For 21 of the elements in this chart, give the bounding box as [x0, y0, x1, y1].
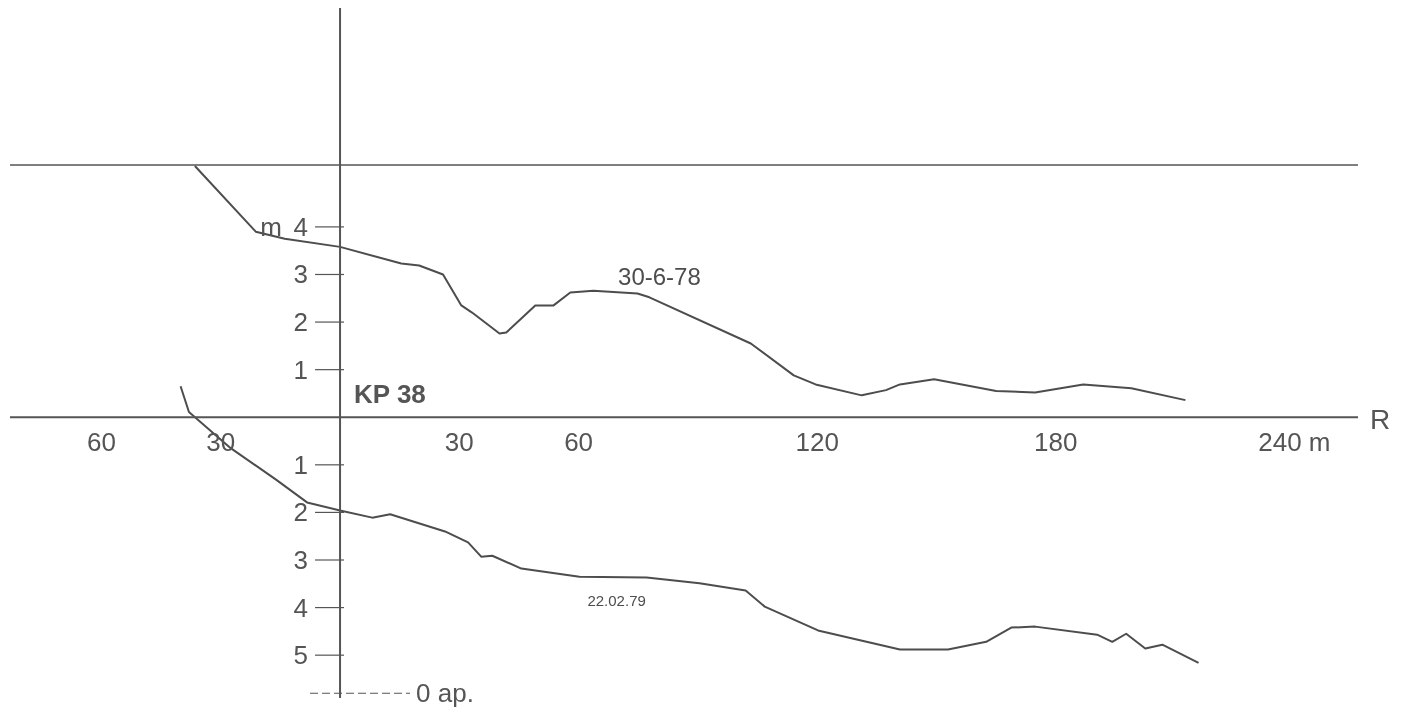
y-tick-label: 2 [293, 497, 309, 528]
y-tick-label: 3 [293, 545, 309, 575]
x-tick-label: 120 [795, 427, 839, 458]
series-label: 22.02.79 [587, 591, 646, 609]
y-axis-title: m [260, 211, 283, 242]
x-tick-label: 240 m [1258, 427, 1331, 458]
y-tick-label: 5 [293, 640, 309, 671]
series-label: 30-6-78 [618, 263, 701, 291]
y-tick-label: 1 [293, 354, 309, 385]
x-tick-label: 60 [87, 427, 116, 458]
x-tick-label: 30 [444, 427, 474, 458]
y-tick-label: 2 [293, 307, 309, 338]
y-tick-label: 3 [293, 259, 309, 290]
y-tick-label: 1 [293, 449, 309, 480]
y-tick-label: 4 [293, 592, 309, 623]
x-tick-label: 180 [1034, 427, 1078, 458]
ref-line-label: 0 ap. [416, 678, 474, 707]
annotation: KP 38 [354, 379, 426, 410]
y-tick-label: 4 [293, 211, 309, 242]
x-tick-label: 60 [564, 427, 594, 458]
x-axis-title: R [1370, 404, 1391, 436]
